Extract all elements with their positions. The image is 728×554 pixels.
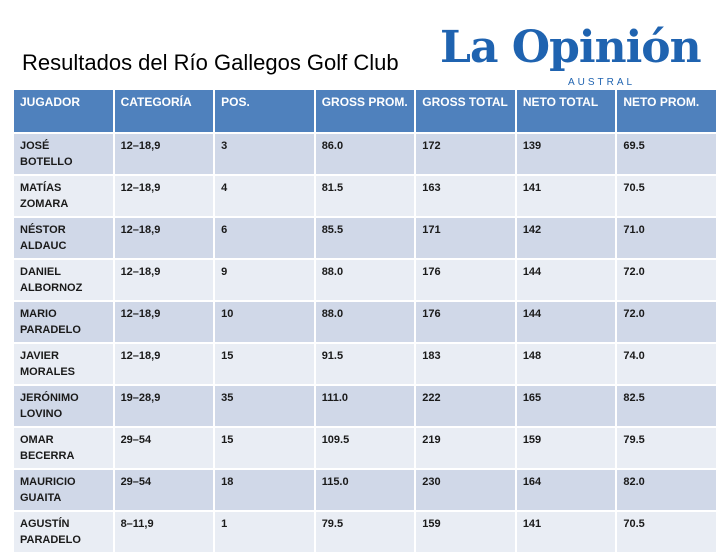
cell: 176 [416, 302, 515, 342]
page: Resultados del Río Gallegos Golf Club La… [14, 22, 716, 552]
header-row: JUGADOR CATEGORÍA POS. GROSS PROM. GROSS TOT… [14, 90, 716, 132]
table-row: DANIEL ALBORNOZ 12–18,9 9 88.0 176 144 72.0 [14, 260, 716, 300]
table-row: JAVIER MORALES 12–18,9 15 91.5 183 148 74.0 [14, 344, 716, 384]
cell: 72.0 [617, 260, 716, 300]
table-row: AGUSTÍN PARADELO 8–11,9 1 79.5 159 141 70.5 [14, 512, 716, 552]
cell: 171 [416, 218, 515, 258]
results-table: JUGADOR CATEGORÍA POS. GROSS PROM. GROSS TOT… [12, 88, 718, 554]
cell: 141 [516, 176, 616, 216]
cell: 222 [416, 386, 515, 426]
cell: 15 [215, 428, 314, 468]
cell: 163 [416, 176, 515, 216]
cell: 82.5 [617, 386, 716, 426]
cell: 29–54 [114, 470, 214, 510]
cell: 82.0 [617, 470, 716, 510]
player-name: NÉSTOR ALDAUC [14, 218, 113, 258]
player-name: JAVIER MORALES [14, 344, 113, 384]
cell: 4 [215, 176, 314, 216]
cell: 165 [516, 386, 616, 426]
cell: 9 [215, 260, 314, 300]
cell: 12–18,9 [114, 344, 214, 384]
cell: 12–18,9 [114, 176, 214, 216]
cell: 172 [416, 134, 515, 174]
cell: 1 [215, 512, 314, 552]
cell: 70.5 [617, 512, 716, 552]
column-header: GROSS PROM. [315, 90, 415, 132]
logo-name: La Opinión [440, 22, 702, 73]
cell: 12–18,9 [114, 218, 214, 258]
player-name: OMAR BECERRA [14, 428, 113, 468]
title: Resultados del Río Gallegos Golf Club [22, 50, 399, 75]
cell: 183 [416, 344, 515, 384]
cell: 115.0 [315, 470, 415, 510]
cell: 71.0 [617, 218, 716, 258]
cell: 3 [215, 134, 314, 174]
cell: 12–18,9 [114, 302, 214, 342]
cell: 139 [516, 134, 616, 174]
cell: 109.5 [315, 428, 415, 468]
table-row: JERÓNIMO LOVINO 19–28,9 35 111.0 222 165 82.5 [14, 386, 716, 426]
player-name: JERÓNIMO LOVINO [14, 386, 113, 426]
cell: 230 [416, 470, 515, 510]
cell: 144 [516, 302, 616, 342]
column-header: POS. [215, 90, 314, 132]
cell: 8–11,9 [114, 512, 214, 552]
player-name: MATÍAS ZOMARA [14, 176, 113, 216]
cell: 35 [215, 386, 314, 426]
table-row: MARIO PARADELO 12–18,9 10 88.0 176 144 72.0 [14, 302, 716, 342]
cell: 91.5 [315, 344, 415, 384]
cell: 85.5 [315, 218, 415, 258]
cell: 74.0 [617, 344, 716, 384]
player-name: JOSÉ BOTELLO [14, 134, 113, 174]
column-header: NETO TOTAL [516, 90, 616, 132]
cell: 81.5 [315, 176, 415, 216]
column-header: NETO PROM. [617, 90, 716, 132]
table-row: MAURICIO GUAITA 29–54 18 115.0 230 164 82.0 [14, 470, 716, 510]
column-header: GROSS TOTAL [416, 90, 515, 132]
player-name: MAURICIO GUAITA [14, 470, 113, 510]
cell: 69.5 [617, 134, 716, 174]
cell: 111.0 [315, 386, 415, 426]
cell: 12–18,9 [114, 260, 214, 300]
cell: 159 [416, 512, 515, 552]
cell: 70.5 [617, 176, 716, 216]
cell: 88.0 [315, 260, 415, 300]
logo: La Opinión AUSTRAL [440, 22, 702, 92]
cell: 148 [516, 344, 616, 384]
cell: 72.0 [617, 302, 716, 342]
cell: 10 [215, 302, 314, 342]
cell: 144 [516, 260, 616, 300]
table-row: MATÍAS ZOMARA 12–18,9 4 81.5 163 141 70.5 [14, 176, 716, 216]
cell: 164 [516, 470, 616, 510]
cell: 79.5 [617, 428, 716, 468]
cell: 79.5 [315, 512, 415, 552]
cell: 159 [516, 428, 616, 468]
column-header: CATEGORÍA [114, 90, 214, 132]
table-row: OMAR BECERRA 29–54 15 109.5 219 159 79.5 [14, 428, 716, 468]
cell: 12–18,9 [114, 134, 214, 174]
cell: 19–28,9 [114, 386, 214, 426]
player-name: MARIO PARADELO [14, 302, 113, 342]
player-name: AGUSTÍN PARADELO [14, 512, 113, 552]
cell: 86.0 [315, 134, 415, 174]
cell: 219 [416, 428, 515, 468]
cell: 18 [215, 470, 314, 510]
table-row: NÉSTOR ALDAUC 12–18,9 6 85.5 171 142 71.0 [14, 218, 716, 258]
cell: 142 [516, 218, 616, 258]
cell: 141 [516, 512, 616, 552]
cell: 88.0 [315, 302, 415, 342]
cell: 15 [215, 344, 314, 384]
logo-subtitle: AUSTRAL [568, 77, 636, 88]
player-name: DANIEL ALBORNOZ [14, 260, 113, 300]
cell: 29–54 [114, 428, 214, 468]
cell: 176 [416, 260, 515, 300]
column-header: JUGADOR [14, 90, 113, 132]
table-row: JOSÉ BOTELLO 12–18,9 3 86.0 172 139 69.5 [14, 134, 716, 174]
cell: 6 [215, 218, 314, 258]
